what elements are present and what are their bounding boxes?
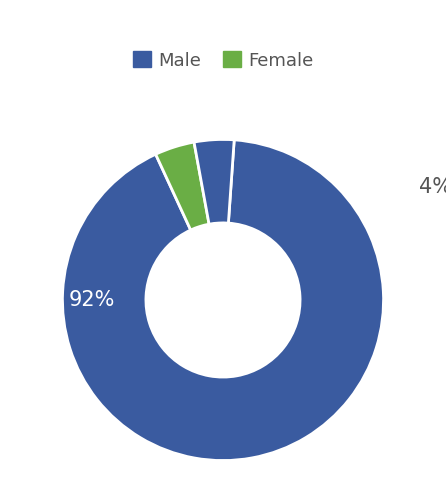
Wedge shape [62, 140, 384, 460]
Text: 4%: 4% [419, 176, 446, 197]
Wedge shape [194, 140, 234, 224]
Wedge shape [156, 142, 209, 230]
Legend: Male, Female: Male, Female [126, 44, 320, 77]
Text: 92%: 92% [68, 290, 115, 310]
